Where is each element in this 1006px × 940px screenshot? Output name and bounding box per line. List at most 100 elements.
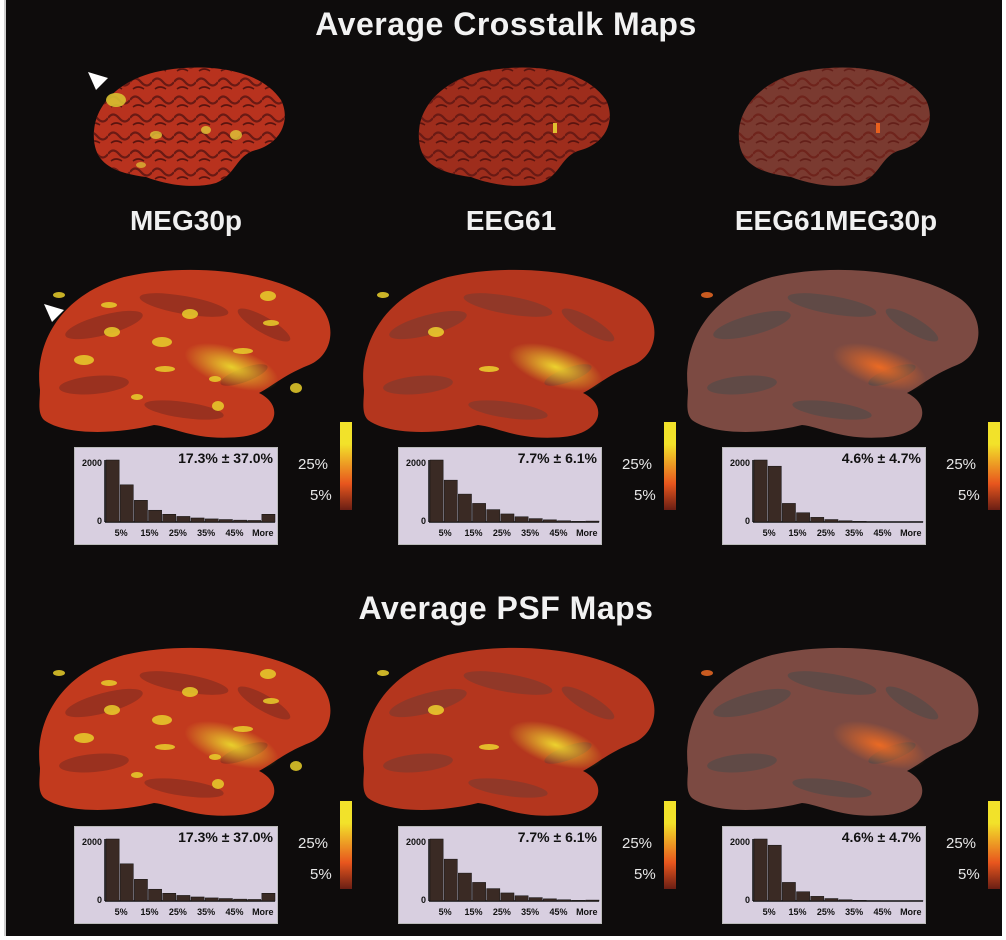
x-tick-label: 25% [169,907,187,917]
histogram-bar [767,844,782,902]
x-tick-label: More [900,907,922,917]
histogram-bar [753,459,768,523]
colorbar-meg30p [340,801,352,889]
y-tick-label: 0 [97,516,102,526]
histogram-bar [500,892,515,902]
x-tick-label: 15% [788,907,806,917]
histogram-bar [852,900,867,902]
x-tick-label: 35% [845,907,863,917]
histogram-bar [796,512,810,523]
histogram-bar [571,521,586,523]
inflated-brain-psf-meg30p [39,647,331,816]
histogram-bar [119,484,134,523]
colorbar-low-label: 5% [310,487,332,504]
histogram-bar [528,897,543,902]
histogram-bar [219,519,233,523]
x-tick-label: 15% [788,528,806,538]
histogram-stat: 7.7% ± 6.1% [517,829,597,845]
y-tick-label: 0 [421,895,426,905]
histogram-bar [134,879,148,902]
y-tick-label: 2000 [406,458,426,468]
histogram-stat: 17.3% ± 37.0% [178,829,273,845]
histogram-bar [852,521,867,523]
colorbar-meg30p [340,422,352,510]
x-tick-label: 5% [439,528,452,538]
x-tick-label: 5% [115,907,128,917]
x-tick-label: 15% [464,907,482,917]
y-tick-label: 2000 [406,837,426,847]
histogram-bar [148,888,162,902]
arrowhead-marker-icon [44,304,64,322]
histogram-bar [443,858,458,902]
histogram-bar [190,896,205,902]
x-tick-label: 5% [115,528,128,538]
histogram-bar [838,899,853,902]
histogram-bar [162,514,177,523]
x-tick-label: More [576,907,598,917]
histogram-bar [557,899,571,902]
x-tick-label: 35% [845,528,863,538]
colorbar-low-label: 5% [958,487,980,504]
histogram-bar [782,503,796,523]
histogram-bar [233,898,247,902]
histogram-bar [190,517,205,523]
x-tick-label: 45% [549,528,567,538]
colorbar-high-label: 25% [298,835,329,852]
histogram-bar [557,520,571,523]
histogram-plot: 2000 0 5% 15% 25% 35% 45% More [82,458,276,538]
x-tick-label: 35% [197,907,215,917]
histogram-eeg61: 7.7% ± 6.1% 2000 0 5% 15% 25% 35% 45% More [398,447,602,545]
y-tick-label: 2000 [82,458,102,468]
colorbar-high-label: 25% [622,456,653,473]
histogram-bar [528,518,543,523]
colorbar-low-label: 5% [634,487,656,504]
colorbar-low-label: 5% [634,866,656,883]
histogram-meg30p: 17.3% ± 37.0% 2000 0 5% 15% 25% 35% 45% More [74,826,278,924]
histogram-bar [429,459,444,523]
psf-title: Average PSF Maps [358,590,654,626]
x-tick-label: 15% [140,528,158,538]
histogram-bar [472,503,486,523]
colorbar-high-label: 25% [946,835,977,852]
x-tick-label: 15% [140,907,158,917]
x-tick-label: 25% [169,528,187,538]
histogram-bar [134,500,148,523]
histogram-bar [486,888,501,902]
colorbar-high-label: 25% [622,835,653,852]
histogram-bar [458,493,472,523]
arrowhead-marker-icon [88,72,108,90]
histogram-bar [543,519,557,523]
colorbar-eeg61 [664,801,676,889]
colorbar-eeg61 [664,422,676,510]
x-tick-label: 25% [817,907,835,917]
x-tick-label: 5% [763,907,776,917]
histogram-eeg61: 7.7% ± 6.1% 2000 0 5% 15% 25% 35% 45% More [398,826,602,924]
histogram-bar [119,863,134,902]
colorbar-eeg61meg30p [988,801,1000,889]
histogram-bar [472,882,486,902]
histogram-plot: 2000 0 5% 15% 25% 35% 45% More [82,837,276,917]
histogram-bar [500,513,515,523]
figure-panel: Average Crosstalk Maps MEG30p EEG61 EEG6… [4,0,1002,936]
x-tick-label: More [576,528,598,538]
x-tick-label: 5% [439,907,452,917]
x-tick-label: 35% [521,907,539,917]
histogram-bar [176,895,191,902]
histogram-eeg61meg30p: 4.6% ± 4.7% 2000 0 5% 15% 25% 35% 45% More [722,826,926,924]
histogram-bar [429,838,444,902]
y-tick-label: 0 [745,516,750,526]
inflated-brain-psf-eeg61meg30p [687,647,979,816]
y-tick-label: 0 [421,516,426,526]
x-tick-label: 35% [521,528,539,538]
inflated-brain-crosstalk-meg30p [39,269,331,438]
histogram-bar [824,898,839,902]
folded-brain-eeg61 [418,67,610,186]
histogram-bar [543,898,557,902]
histogram-bar [514,895,529,902]
histogram-bar [443,479,458,523]
histogram-bar [204,897,219,902]
y-tick-label: 2000 [730,458,750,468]
x-tick-label: 25% [493,907,511,917]
column-label-eeg61meg30p: EEG61MEG30p [734,205,938,236]
histogram-bar [514,516,529,523]
